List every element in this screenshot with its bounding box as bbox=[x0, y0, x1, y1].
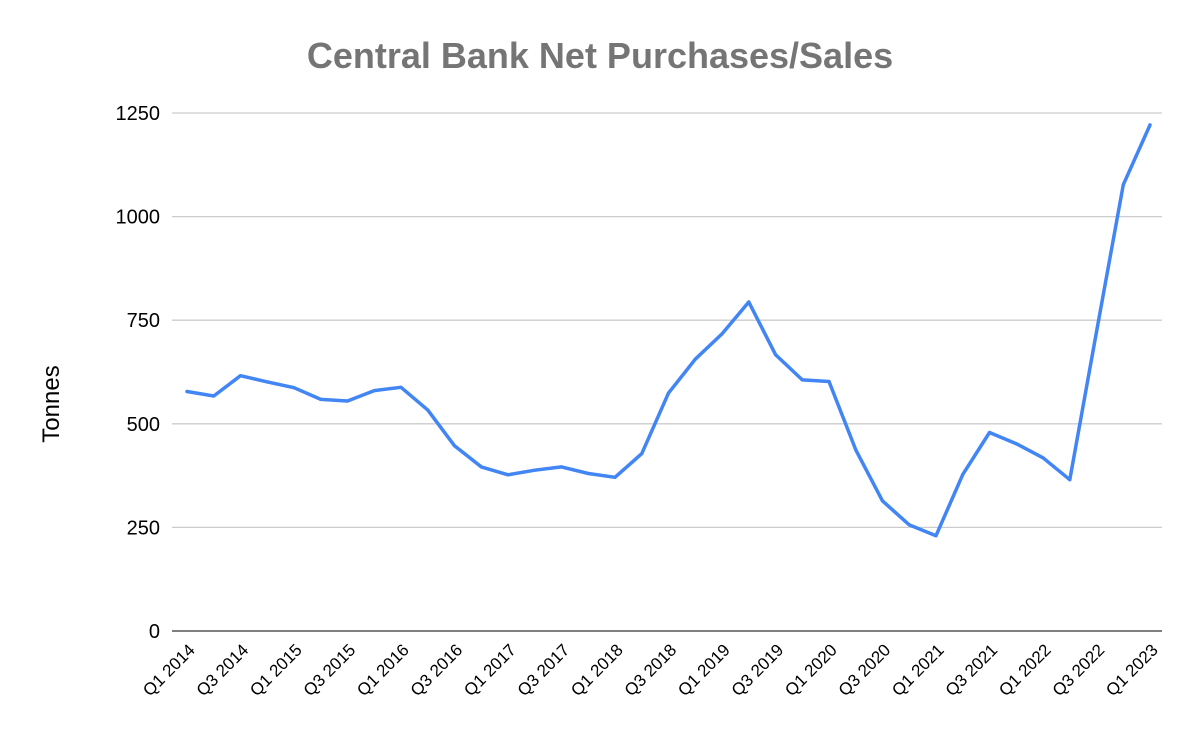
x-tick-label: Q3 2014 bbox=[193, 640, 253, 700]
x-tick-label: Q3 2020 bbox=[835, 640, 895, 700]
data-point bbox=[292, 386, 296, 390]
data-point bbox=[773, 353, 778, 357]
data-point bbox=[613, 475, 617, 479]
data-point bbox=[265, 380, 269, 384]
data-point bbox=[1094, 330, 1099, 334]
data-point bbox=[693, 357, 697, 361]
x-tick-label: Q1 2021 bbox=[888, 640, 948, 700]
data-point bbox=[506, 473, 510, 477]
x-tick-label: Q1 2016 bbox=[353, 640, 413, 700]
x-tick-label: Q1 2022 bbox=[995, 640, 1055, 700]
x-tick-label: Q1 2015 bbox=[246, 640, 306, 700]
y-axis-label: Tonnes bbox=[38, 365, 65, 442]
data-point bbox=[1068, 478, 1072, 482]
data-point bbox=[559, 465, 564, 469]
data-point bbox=[399, 385, 403, 389]
data-point bbox=[1041, 456, 1045, 460]
data-point bbox=[987, 430, 992, 435]
data-point bbox=[880, 499, 885, 503]
data-point bbox=[319, 397, 323, 401]
y-tick-label: 500 bbox=[127, 414, 160, 436]
gridlines bbox=[172, 112, 1162, 529]
chart-title: Central Bank Net Purchases/Sales bbox=[307, 35, 893, 76]
x-tick-label: Q1 2018 bbox=[567, 640, 627, 700]
x-tick-label: Q3 2019 bbox=[728, 640, 788, 700]
data-point bbox=[479, 465, 483, 469]
x-tick-label: Q3 2022 bbox=[1049, 640, 1109, 700]
data-point bbox=[854, 448, 858, 452]
x-tick-label: Q3 2015 bbox=[300, 640, 360, 700]
data-point bbox=[212, 394, 216, 398]
y-tick-label: 250 bbox=[127, 517, 160, 539]
x-tick-label: Q1 2019 bbox=[674, 640, 734, 700]
y-tick-label: 750 bbox=[127, 310, 160, 332]
data-point bbox=[185, 389, 189, 394]
y-axis-ticks: 0 250 500 750 1000 1250 bbox=[116, 103, 161, 643]
data-point bbox=[961, 472, 965, 476]
x-tick-label: Q1 2017 bbox=[460, 640, 520, 700]
series-group bbox=[185, 123, 1152, 538]
series-line bbox=[185, 123, 1152, 538]
data-point bbox=[1148, 123, 1152, 127]
data-point bbox=[934, 534, 938, 538]
data-point bbox=[533, 468, 537, 472]
data-point bbox=[640, 452, 644, 456]
y-tick-label: 1250 bbox=[116, 103, 161, 125]
data-point bbox=[1014, 442, 1018, 446]
data-point bbox=[747, 300, 751, 304]
data-point bbox=[345, 399, 350, 403]
y-tick-label: 1000 bbox=[116, 207, 161, 229]
data-point bbox=[372, 389, 376, 393]
x-tick-label: Q3 2017 bbox=[514, 640, 574, 700]
data-point bbox=[800, 378, 804, 382]
x-tick-label: Q1 2023 bbox=[1102, 640, 1162, 700]
x-tick-label: Q3 2016 bbox=[407, 640, 467, 700]
data-point bbox=[907, 523, 911, 527]
x-tick-label: Q1 2020 bbox=[781, 640, 841, 700]
x-tick-label: Q3 2021 bbox=[942, 640, 1002, 700]
y-tick-label: 0 bbox=[149, 621, 160, 643]
data-point bbox=[666, 391, 671, 395]
data-point bbox=[452, 444, 457, 448]
data-point bbox=[586, 471, 590, 476]
data-point bbox=[1121, 183, 1125, 187]
data-point bbox=[238, 374, 243, 378]
data-point bbox=[426, 408, 430, 412]
data-point bbox=[827, 379, 831, 384]
x-tick-label: Q3 2018 bbox=[621, 640, 681, 700]
x-tick-label: Q1 2014 bbox=[139, 640, 199, 700]
data-point bbox=[720, 332, 724, 336]
